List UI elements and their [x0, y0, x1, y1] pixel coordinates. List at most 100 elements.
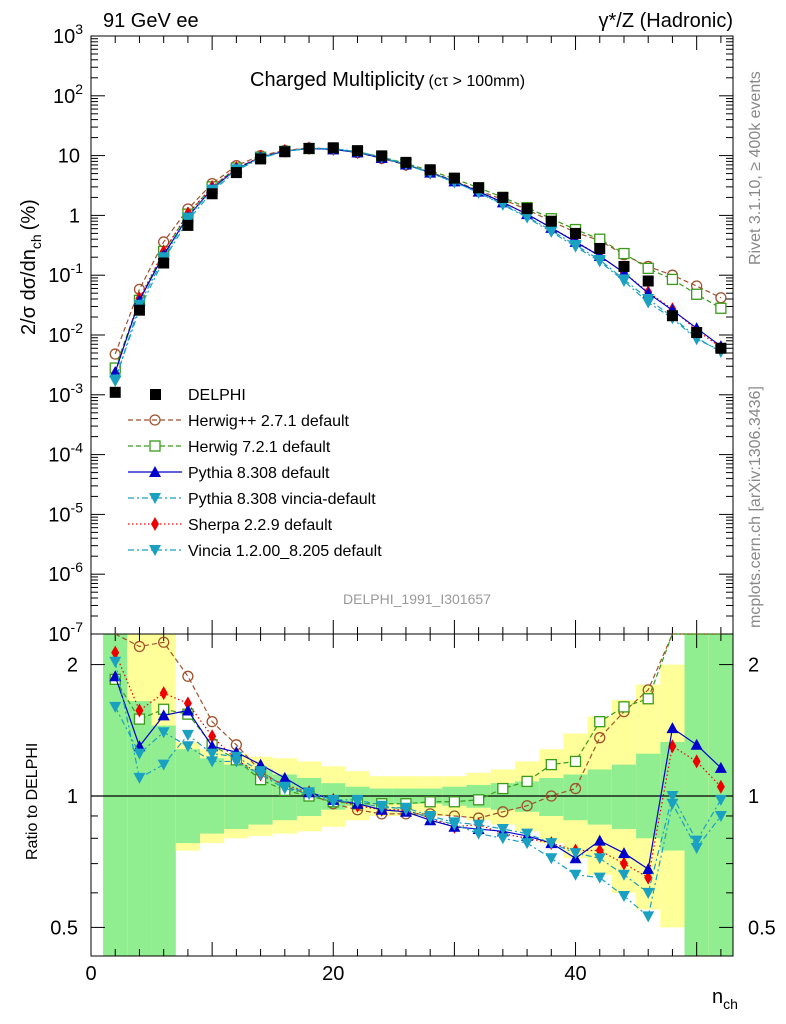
- ratio-point-herwig7: [569, 755, 582, 768]
- ratio-point-sherpa: [135, 703, 144, 718]
- ratio-point-vincia: [327, 794, 340, 806]
- ratio-point-herwig7: [448, 796, 461, 808]
- ratio-point-vincia: [714, 810, 727, 822]
- ratio-point-vincia: [375, 800, 388, 812]
- x-axis-label: nch: [712, 986, 738, 1012]
- ratio-point-vincia: [593, 872, 606, 884]
- ratio-point-herwig7: [424, 796, 436, 808]
- band-inner-bin: [563, 774, 588, 821]
- x-tick-label: 0: [85, 963, 96, 985]
- ratio-band: [91, 634, 733, 956]
- data-point-data: [133, 304, 145, 316]
- legend-item-delphi: DELPHI: [150, 387, 246, 404]
- legend-item-herwigpp: Herwig++ 2.7.1 default: [128, 413, 350, 430]
- ratio-point-sherpa: [716, 779, 725, 794]
- ratio-point-pythia_vincia: [133, 748, 146, 760]
- ratio-point-vincia: [254, 766, 267, 778]
- header-right: γ*/Z (Hadronic): [599, 10, 733, 32]
- y-tick-exp: -1: [71, 260, 84, 276]
- ratio-line-sherpa: [114, 652, 722, 879]
- ratio-point-herwig7: [642, 693, 654, 705]
- y-tick-label: 10-4: [48, 440, 83, 467]
- series-line-pythia: [114, 147, 722, 373]
- ratio-point-herwigpp: [182, 670, 194, 682]
- ratio-point-sherpa: [644, 870, 653, 885]
- legend: DELPHI Herwig++ 2.7.1 default Herwig 7.2…: [128, 387, 382, 560]
- legend-marker-pythia-vincia: [149, 493, 161, 504]
- legend-label-herwigpp: Herwig++ 2.7.1 default: [188, 413, 350, 430]
- ratio-point-vincia: [133, 772, 146, 784]
- ratio-point-herwig7: [594, 716, 606, 728]
- data-point-vincia: [521, 212, 534, 224]
- legend-marker-pythia: [149, 466, 161, 477]
- y-tick-label: 10-5: [48, 499, 83, 526]
- ratio-y-tick-label-right: 2: [748, 655, 759, 677]
- ratio-line-pythia: [114, 676, 722, 871]
- y-tick-base: 10: [48, 564, 70, 586]
- ratio-point-sherpa: [111, 645, 120, 660]
- data-point-data: [376, 150, 388, 162]
- data-point-vincia: [545, 226, 558, 238]
- ratio-point-pythia: [206, 740, 219, 752]
- chart-title-main: Charged Multiplicity: [250, 69, 425, 91]
- data-point-data: [473, 182, 485, 194]
- data-point-herwig7: [594, 233, 606, 245]
- ratio-point-vincia: [303, 787, 316, 799]
- ratio-point-vincia: [617, 891, 630, 903]
- ratio-point-herwig7: [521, 775, 533, 788]
- y-tick-label: 103: [53, 21, 83, 48]
- ratio-point-pythia_vincia: [690, 835, 703, 847]
- legend-marker-vincia: [149, 545, 161, 556]
- y-tick-base: 10: [48, 445, 70, 467]
- y-tick-base: 10: [53, 26, 75, 48]
- ratio-axis-label: Ratio to DELPHI: [24, 743, 41, 860]
- data-point-vincia: [569, 241, 582, 253]
- series-layer: [109, 141, 727, 923]
- y-tick-label: 102: [53, 81, 83, 108]
- ratio-point-vincia: [206, 748, 219, 760]
- data-point-herwig7: [618, 247, 630, 260]
- ratio-point-sherpa: [208, 729, 217, 744]
- band-inner-bin: [539, 777, 564, 816]
- data-point-data: [642, 275, 654, 287]
- ratio-point-vincia: [157, 759, 170, 771]
- y-tick-exp: -2: [71, 320, 84, 336]
- ratio-point-herwig7: [545, 758, 557, 771]
- series-line-pythia_vincia: [114, 147, 722, 382]
- data-point-vincia: [593, 256, 606, 268]
- ratio-point-pythia_vincia: [496, 824, 509, 836]
- y-tick-base: 10: [48, 504, 70, 526]
- ratio-point-herwigpp: [206, 716, 218, 728]
- legend-marker-sherpa: [151, 517, 159, 531]
- ratio-point-herwigpp: [545, 790, 557, 802]
- data-point-data: [327, 142, 339, 154]
- data-point-data: [400, 156, 412, 168]
- data-point-data: [497, 191, 509, 203]
- data-point-data: [666, 310, 678, 322]
- y-axis-label-main: 2/σ dσ/dn: [18, 249, 40, 335]
- y-tick-label: 10: [58, 146, 80, 168]
- x-tick-label: 40: [564, 963, 586, 985]
- data-point-herwig7: [691, 288, 703, 300]
- ratio-point-herwig7: [497, 782, 509, 795]
- band-inner-bin: [587, 769, 612, 825]
- ratio-point-pythia: [617, 847, 630, 859]
- ratio-point-sherpa: [183, 696, 192, 711]
- legend-label-delphi: DELPHI: [188, 387, 246, 404]
- ratio-point-pythia: [181, 704, 194, 716]
- data-point-herwig7: [666, 273, 679, 286]
- ratio-y-tick-label: 2: [67, 655, 78, 677]
- chart-title: Charged Multiplicity (cτ > 100mm): [250, 69, 525, 91]
- band-inner-bin: [611, 764, 637, 830]
- y-tick-label: 10-1: [48, 260, 83, 287]
- ratio-point-pythia_vincia: [545, 838, 558, 850]
- ratio-point-pythia: [666, 722, 679, 734]
- ratio-point-pythia: [278, 771, 291, 783]
- ratio-point-pythia_vincia: [181, 741, 194, 753]
- ratio-point-vincia: [690, 843, 703, 855]
- data-point-data: [158, 257, 170, 269]
- data-point-data: [255, 153, 267, 165]
- ratio-y-tick-label: 0.5: [50, 917, 78, 939]
- legend-item-pythia-vincia: Pythia 8.308 vincia-default: [128, 491, 376, 508]
